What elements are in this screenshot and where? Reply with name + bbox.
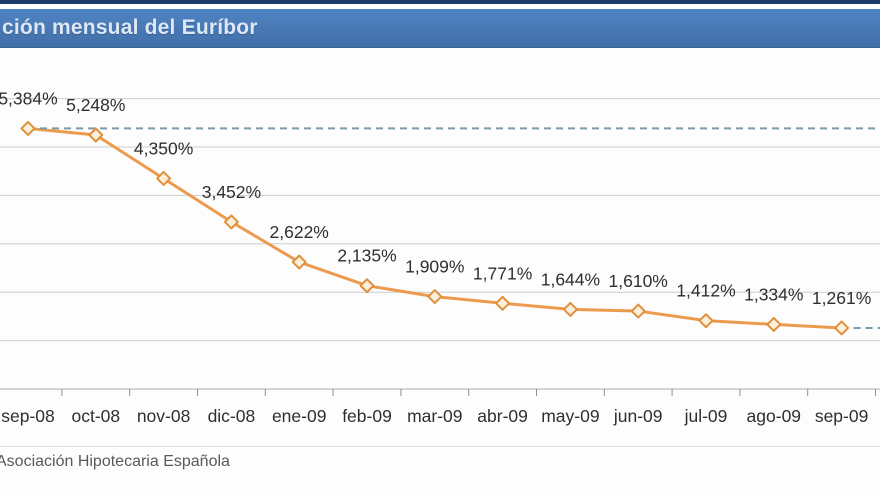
x-axis-label: nov-08: [137, 406, 191, 426]
data-point-marker: [495, 295, 511, 311]
chart-title: ción mensual del Euríbor: [2, 16, 258, 39]
data-point-marker: [766, 316, 782, 332]
footer-divider: [0, 446, 880, 447]
data-point-marker: [359, 278, 375, 294]
data-point-label: 4,350%: [134, 138, 193, 158]
x-axis-label: sep-08: [1, 406, 55, 426]
data-point-marker: [562, 301, 578, 317]
data-point-label: 1,909%: [405, 257, 464, 277]
data-point-label: 2,622%: [270, 222, 329, 242]
x-axis-label: may-09: [541, 406, 599, 426]
x-axis-label: abr-09: [477, 406, 528, 426]
x-axis-label: feb-09: [342, 406, 392, 426]
x-axis-label: oct-08: [71, 406, 120, 426]
data-point-label: 5,248%: [66, 95, 125, 115]
data-point-marker: [427, 289, 443, 305]
data-point-label: 1,261%: [812, 288, 871, 308]
data-point-marker: [630, 303, 646, 319]
data-point-marker: [291, 254, 307, 270]
data-point-label: 1,644%: [541, 269, 600, 289]
data-point-label: 2,135%: [337, 246, 396, 266]
x-axis-label: dic-08: [208, 406, 256, 426]
source-attribution: Asociación Hipotecaria Española: [0, 453, 230, 470]
x-axis-label: mar-09: [407, 406, 462, 426]
data-point-label: 1,334%: [744, 284, 803, 304]
x-axis-label: jun-09: [613, 406, 663, 426]
data-point-label: 1,771%: [473, 263, 532, 283]
chart-title-bar: ción mensual del Euríbor: [0, 9, 880, 48]
data-point-label: 3,452%: [202, 182, 261, 202]
data-point-label: 5,384%: [0, 88, 58, 108]
data-point-marker: [223, 214, 239, 230]
x-axis-label: ene-09: [272, 406, 327, 426]
x-axis-label: ago-09: [747, 406, 802, 426]
data-point-marker: [156, 170, 172, 186]
top-border-strip: [0, 0, 880, 4]
data-point-marker: [834, 320, 850, 336]
data-point-marker: [698, 313, 714, 329]
data-point-label: 1,610%: [609, 271, 668, 291]
x-axis-label: sep-09: [815, 406, 869, 426]
data-point-marker: [88, 127, 104, 143]
data-point-marker: [20, 120, 36, 136]
x-axis-label: jul-09: [684, 406, 728, 426]
data-point-label: 1,412%: [676, 281, 735, 301]
